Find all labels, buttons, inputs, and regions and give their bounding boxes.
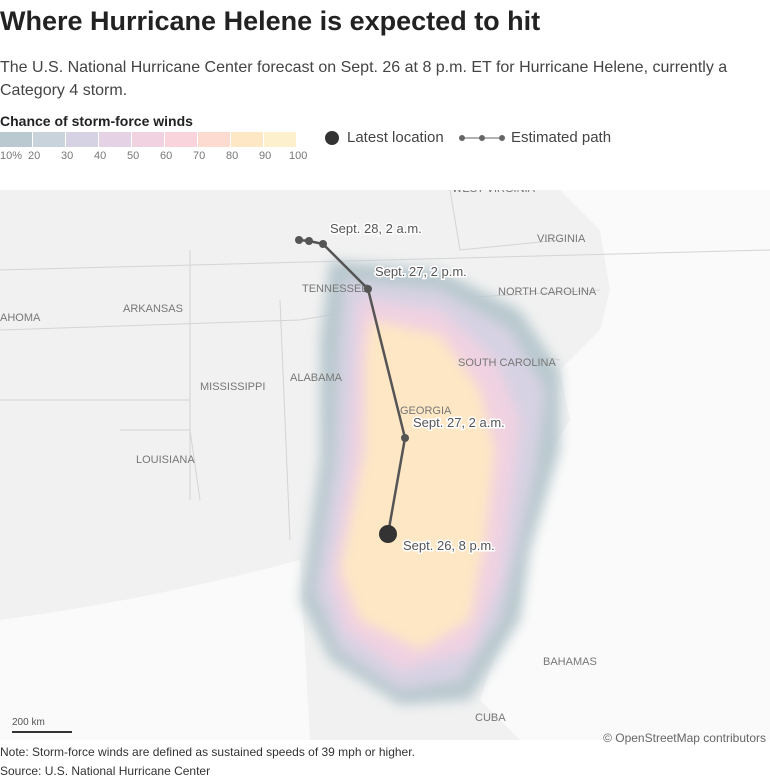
path-label: Estimated path bbox=[511, 129, 612, 146]
place-label: LOUISIANA bbox=[136, 454, 195, 466]
note: Note: Storm-force winds are defined as s… bbox=[0, 745, 415, 759]
subtitle: The U.S. National Hurricane Center forec… bbox=[0, 59, 728, 99]
latest-location-marker[interactable] bbox=[379, 525, 397, 543]
path-label: Sept. 26, 8 p.m. bbox=[403, 538, 495, 553]
path-icon bbox=[459, 134, 505, 141]
path-point[interactable] bbox=[295, 236, 303, 244]
legend-tick: 80 bbox=[226, 150, 239, 162]
path-point[interactable] bbox=[364, 285, 372, 293]
legend-swatch bbox=[231, 132, 263, 147]
legend-tick: 50 bbox=[127, 150, 140, 162]
legend-title: Chance of storm-force winds bbox=[0, 113, 193, 129]
place-label: WEST VIRGINIA bbox=[452, 190, 536, 195]
legend-swatch bbox=[132, 132, 164, 147]
legend-swatch bbox=[66, 132, 98, 147]
place-label: CUBA bbox=[475, 712, 506, 724]
legend-tick: 10% bbox=[0, 150, 23, 162]
map[interactable]: WEST VIRGINIA VIRGINIA NORTH CAROLINA SOUTH… bbox=[0, 190, 770, 740]
legend-swatches bbox=[0, 132, 296, 147]
place-label: TENNESSEE bbox=[302, 283, 369, 295]
path-point[interactable] bbox=[319, 240, 327, 248]
place-label: BAHAMAS bbox=[543, 656, 597, 668]
place-label: ALABAMA bbox=[290, 372, 343, 384]
legend-swatch bbox=[99, 132, 131, 147]
page-title: Where Hurricane Helene is expected to hi… bbox=[0, 6, 541, 36]
place-label: GEORGIA bbox=[400, 405, 452, 417]
path-label: Sept. 27, 2 a.m. bbox=[413, 415, 505, 430]
latest-location-icon bbox=[325, 130, 339, 145]
scale-label: 200 km bbox=[12, 717, 45, 728]
path-point[interactable] bbox=[305, 237, 313, 245]
path-label: Sept. 27, 2 p.m. bbox=[375, 264, 467, 279]
legend-tick: 40 bbox=[94, 150, 107, 162]
legend-tick: 20 bbox=[28, 150, 41, 162]
scale-bar bbox=[12, 731, 72, 733]
legend-swatch bbox=[0, 132, 32, 147]
legend-estimated-path: Estimated path bbox=[458, 129, 611, 146]
latest-label: Latest location bbox=[347, 129, 444, 146]
legend-tick: 30 bbox=[61, 150, 74, 162]
source: Source: U.S. National Hurricane Center bbox=[0, 764, 211, 778]
place-label: ARKANSAS bbox=[123, 303, 183, 315]
legend-latest-location: Latest location bbox=[325, 129, 444, 146]
path-point[interactable] bbox=[401, 434, 409, 442]
place-label: MISSISSIPPI bbox=[200, 381, 265, 393]
attribution: © OpenStreetMap contributors bbox=[603, 731, 766, 745]
legend-tick: 90 bbox=[259, 150, 272, 162]
place-label: SOUTH CAROLINA bbox=[458, 357, 556, 369]
place-label: AHOMA bbox=[0, 312, 41, 324]
legend-tick: 100 bbox=[289, 150, 308, 162]
place-label: NORTH CAROLINA bbox=[498, 286, 597, 298]
legend-tick: 70 bbox=[193, 150, 206, 162]
legend-swatch bbox=[33, 132, 65, 147]
legend-swatch bbox=[198, 132, 230, 147]
path-label: Sept. 28, 2 a.m. bbox=[330, 221, 422, 236]
legend-ticks: 10% 20 30 40 50 60 70 80 90 100 bbox=[0, 150, 307, 164]
place-label: VIRGINIA bbox=[537, 233, 586, 245]
legend-swatch bbox=[165, 132, 197, 147]
legend-swatch bbox=[264, 132, 296, 147]
legend-tick: 60 bbox=[160, 150, 173, 162]
